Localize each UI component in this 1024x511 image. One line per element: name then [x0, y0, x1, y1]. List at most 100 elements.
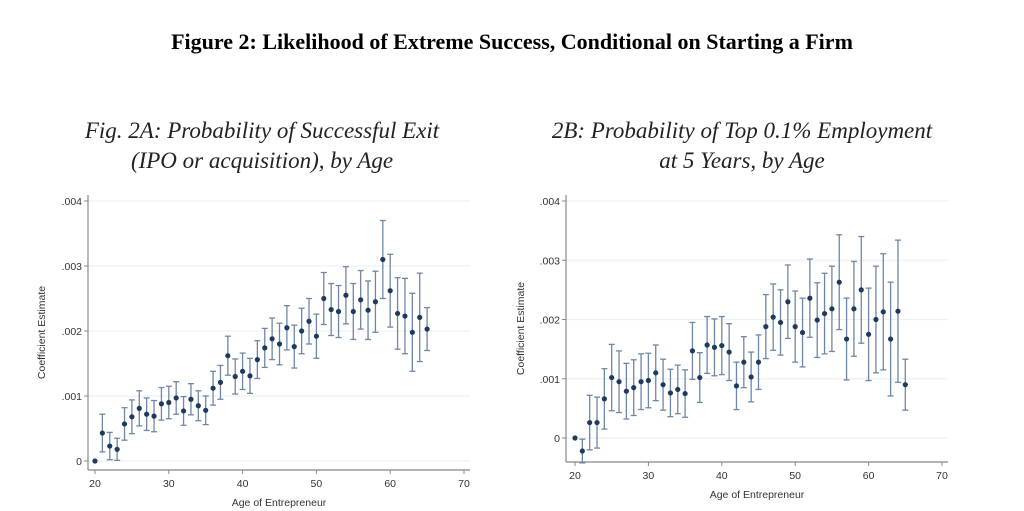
- data-point: [645, 377, 652, 384]
- x-tick-label: 70: [458, 478, 470, 490]
- x-tick-label: 30: [643, 470, 655, 482]
- y-tick-label: .003: [540, 255, 561, 267]
- data-point: [638, 379, 644, 385]
- data-point: [335, 308, 342, 315]
- x-tick-label: 60: [863, 470, 875, 482]
- data-point: [704, 342, 710, 348]
- y-axis-label: Coefficient Estimate: [515, 282, 527, 375]
- data-point: [587, 419, 593, 426]
- data-point: [240, 368, 246, 374]
- x-tick-label: 60: [384, 478, 396, 490]
- panel-a-title-line1: Fig. 2A: Probability of Successful Exit: [84, 118, 440, 143]
- data-point: [609, 374, 615, 381]
- data-point: [284, 325, 290, 331]
- data-point: [232, 373, 238, 380]
- data-point: [623, 388, 629, 394]
- data-point: [601, 396, 607, 402]
- data-point: [262, 345, 268, 351]
- data-point: [173, 395, 179, 401]
- data-point: [667, 390, 674, 396]
- data-point: [807, 295, 813, 301]
- data-point: [121, 421, 128, 427]
- data-point: [843, 336, 850, 342]
- data-point: [616, 379, 622, 385]
- data-point: [269, 336, 275, 342]
- data-point: [225, 353, 231, 359]
- y-tick-label: .001: [540, 374, 561, 386]
- x-tick-label: 20: [569, 470, 581, 482]
- data-point: [99, 430, 105, 436]
- y-tick-label: .003: [62, 261, 83, 273]
- x-tick-label: 20: [89, 478, 101, 490]
- data-point: [114, 446, 120, 452]
- data-point: [291, 344, 297, 350]
- y-tick-label: .002: [62, 326, 83, 338]
- data-point: [372, 299, 379, 305]
- data-point: [675, 386, 681, 393]
- data-point: [726, 349, 732, 355]
- data-point: [594, 419, 600, 426]
- x-axis-label: Age of Entrepreneur: [232, 497, 327, 509]
- data-point: [313, 333, 319, 339]
- data-point: [158, 401, 165, 407]
- data-point: [866, 331, 872, 337]
- data-point: [299, 328, 305, 334]
- y-tick-label: .004: [62, 196, 83, 208]
- data-point: [572, 435, 578, 441]
- data-point: [799, 329, 806, 336]
- data-point: [733, 383, 740, 389]
- data-point: [409, 329, 415, 335]
- y-tick-label: 0: [76, 456, 82, 468]
- y-tick-label: .001: [62, 391, 83, 403]
- data-point: [210, 385, 216, 391]
- y-axis-label: Coefficient Estimate: [36, 286, 48, 379]
- data-point: [321, 295, 327, 302]
- data-point: [254, 357, 260, 363]
- data-point: [247, 373, 253, 379]
- data-point: [858, 287, 864, 293]
- data-point: [785, 299, 791, 305]
- data-point: [792, 324, 798, 330]
- panel-b-title-line2: at 5 Years, by Age: [659, 148, 824, 173]
- data-point: [365, 307, 371, 313]
- data-point: [306, 318, 312, 324]
- data-point: [276, 341, 283, 347]
- data-point: [136, 405, 142, 411]
- data-point: [814, 317, 820, 323]
- data-point: [748, 374, 754, 380]
- data-point: [188, 396, 194, 402]
- data-point: [851, 306, 857, 312]
- y-tick-label: .002: [540, 315, 561, 327]
- data-point: [380, 256, 386, 263]
- x-tick-label: 30: [163, 478, 175, 490]
- data-point: [763, 324, 769, 330]
- data-point: [836, 279, 842, 285]
- data-point: [394, 310, 401, 317]
- x-tick-label: 50: [789, 470, 801, 482]
- data-point: [402, 313, 408, 319]
- data-point: [895, 308, 901, 314]
- data-point: [579, 448, 585, 454]
- figure-title: Figure 2: Likelihood of Extreme Success,…: [171, 29, 853, 54]
- panel-b-plot: 0 .001 .002 .003 .004 20 30 40 50 60 70 Coefficient…: [515, 195, 948, 501]
- data-point: [770, 314, 776, 320]
- data-point: [711, 344, 718, 350]
- data-point: [217, 379, 224, 385]
- data-point: [129, 414, 135, 420]
- data-point: [350, 308, 356, 315]
- data-point: [719, 342, 725, 349]
- x-tick-label: 40: [716, 470, 728, 482]
- data-point: [689, 348, 696, 354]
- data-point: [144, 411, 150, 417]
- data-point: [424, 326, 430, 332]
- data-point: [358, 297, 364, 303]
- data-point: [829, 306, 835, 312]
- panel-a-title-line2: (IPO or acquisition), by Age: [131, 148, 393, 173]
- panel-b-title-line1: 2B: Probability of Top 0.1% Employment: [552, 118, 933, 143]
- data-point: [387, 288, 393, 294]
- data-point: [92, 458, 98, 464]
- data-point: [777, 319, 784, 326]
- data-point: [151, 413, 157, 419]
- data-point: [660, 382, 666, 388]
